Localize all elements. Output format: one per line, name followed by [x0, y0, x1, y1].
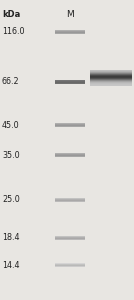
Text: 25.0: 25.0: [2, 196, 20, 205]
Text: kDa: kDa: [2, 10, 20, 19]
Bar: [55, 154, 85, 155]
Bar: [55, 263, 85, 264]
Bar: [55, 265, 85, 266]
Bar: [55, 80, 85, 81]
Bar: [55, 30, 85, 31]
Bar: [55, 236, 85, 237]
Text: 35.0: 35.0: [2, 151, 20, 160]
Bar: [55, 126, 85, 127]
Bar: [55, 81, 85, 82]
Bar: [55, 201, 85, 202]
Text: 116.0: 116.0: [2, 28, 25, 37]
Bar: [55, 238, 85, 239]
Bar: [55, 123, 85, 124]
Bar: [55, 266, 85, 267]
Bar: [55, 154, 85, 155]
Bar: [55, 83, 85, 84]
Bar: [55, 237, 85, 238]
Text: 66.2: 66.2: [2, 77, 20, 86]
Bar: [55, 199, 85, 200]
Bar: [55, 155, 85, 156]
Bar: [55, 124, 85, 125]
Bar: [55, 200, 85, 201]
Bar: [55, 264, 85, 265]
Bar: [55, 82, 85, 83]
Bar: [55, 239, 85, 240]
Bar: [55, 125, 85, 126]
Text: M: M: [66, 10, 74, 19]
Text: 14.4: 14.4: [2, 260, 20, 269]
Bar: [55, 33, 85, 34]
Bar: [55, 31, 85, 32]
Bar: [55, 153, 85, 154]
Bar: [55, 32, 85, 33]
Bar: [55, 198, 85, 199]
Text: 18.4: 18.4: [2, 233, 20, 242]
Text: 45.0: 45.0: [2, 121, 20, 130]
Bar: [55, 156, 85, 157]
